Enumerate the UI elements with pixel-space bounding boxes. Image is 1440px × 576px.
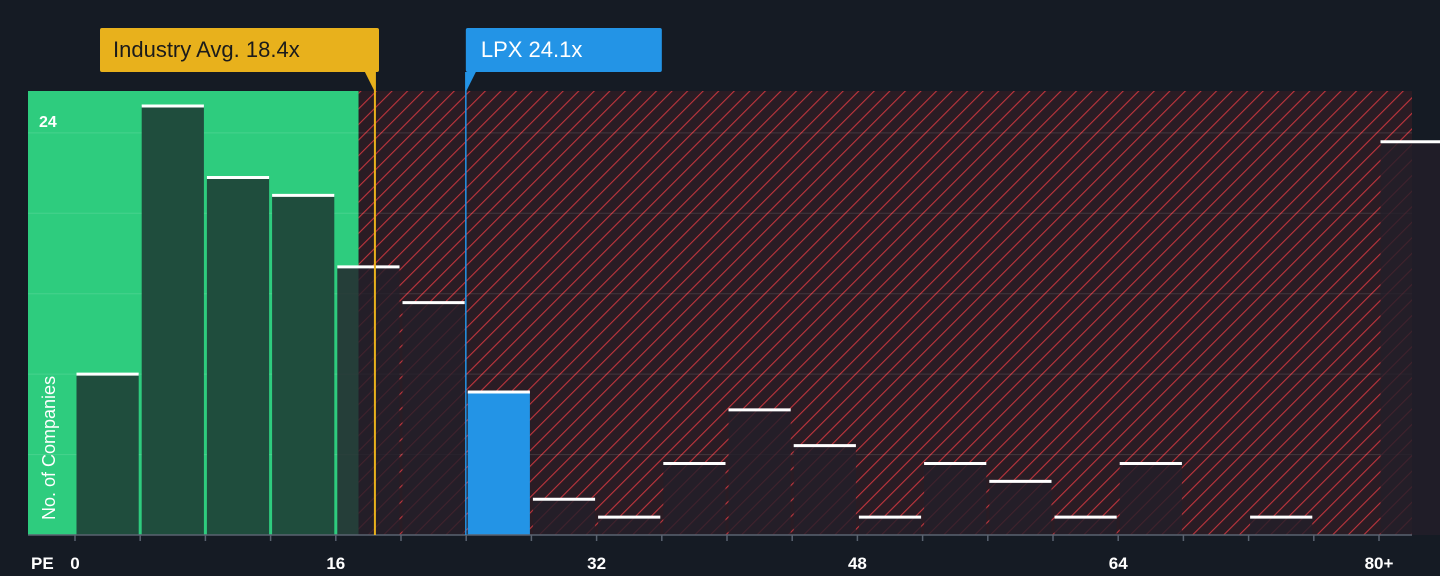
x-tick-label-5: 80+ [1365,554,1394,571]
x-tick-label-2: 32 [587,554,606,571]
histogram-bar-0 [77,374,139,535]
company-pe-label-pointer [466,72,476,92]
histogram-bar-cap-32 [598,516,660,519]
histogram-bar-24 [468,392,530,535]
histogram-bar-48 [859,517,921,535]
histogram-bar-60 [1055,517,1117,535]
x-tick-label-1: 16 [326,554,345,571]
histogram-bar-40 [729,410,791,535]
company-pe-label: LPX 24.1x [481,37,583,62]
histogram-bar-cap-64 [1120,462,1182,465]
x-axis-label: PE [31,554,54,571]
industry-avg-label: Industry Avg. 18.4x [113,37,300,62]
histogram-bar-4 [142,106,204,535]
histogram-bar-12 [272,195,334,535]
histogram-bar-28 [533,499,595,535]
histogram-bar-16 [337,267,399,535]
industry-avg-label-pointer [365,72,375,92]
histogram-bar-cap-16 [337,265,399,268]
histogram-bar-cap-20 [403,301,465,304]
histogram-bar-80 [1381,142,1440,535]
histogram-bar-cap-44 [794,444,856,447]
histogram-bar-cap-72 [1250,516,1312,519]
histogram-bar-8 [207,178,269,536]
x-tick-label-4: 64 [1109,554,1128,571]
histogram-bar-cap-28 [533,498,595,501]
histogram-bar-cap-4 [142,105,204,108]
histogram-bar-cap-8 [207,176,269,179]
histogram-bar-cap-48 [859,516,921,519]
histogram-bar-36 [663,464,725,536]
y-tick-label-top: 24 [39,114,57,131]
x-tick-label-0: 0 [70,554,79,571]
histogram-bar-32 [598,517,660,535]
histogram-bar-cap-12 [272,194,334,197]
histogram-bar-cap-0 [77,373,139,376]
histogram-bar-64 [1120,464,1182,536]
histogram-bar-20 [403,303,465,535]
histogram-bar-cap-24 [468,391,530,394]
histogram-bar-44 [794,446,856,535]
y-axis-label: No. of Companies [39,376,59,520]
histogram-bar-cap-36 [663,462,725,465]
histogram-bar-cap-56 [989,480,1051,483]
histogram-bar-cap-40 [729,408,791,411]
x-tick-label-3: 48 [848,554,867,571]
histogram-bar-52 [924,464,986,536]
histogram-bar-56 [989,481,1051,535]
histogram-bar-cap-60 [1055,516,1117,519]
histogram-bar-cap-52 [924,462,986,465]
histogram-bar-cap-80 [1381,140,1440,143]
histogram-bar-72 [1250,517,1312,535]
